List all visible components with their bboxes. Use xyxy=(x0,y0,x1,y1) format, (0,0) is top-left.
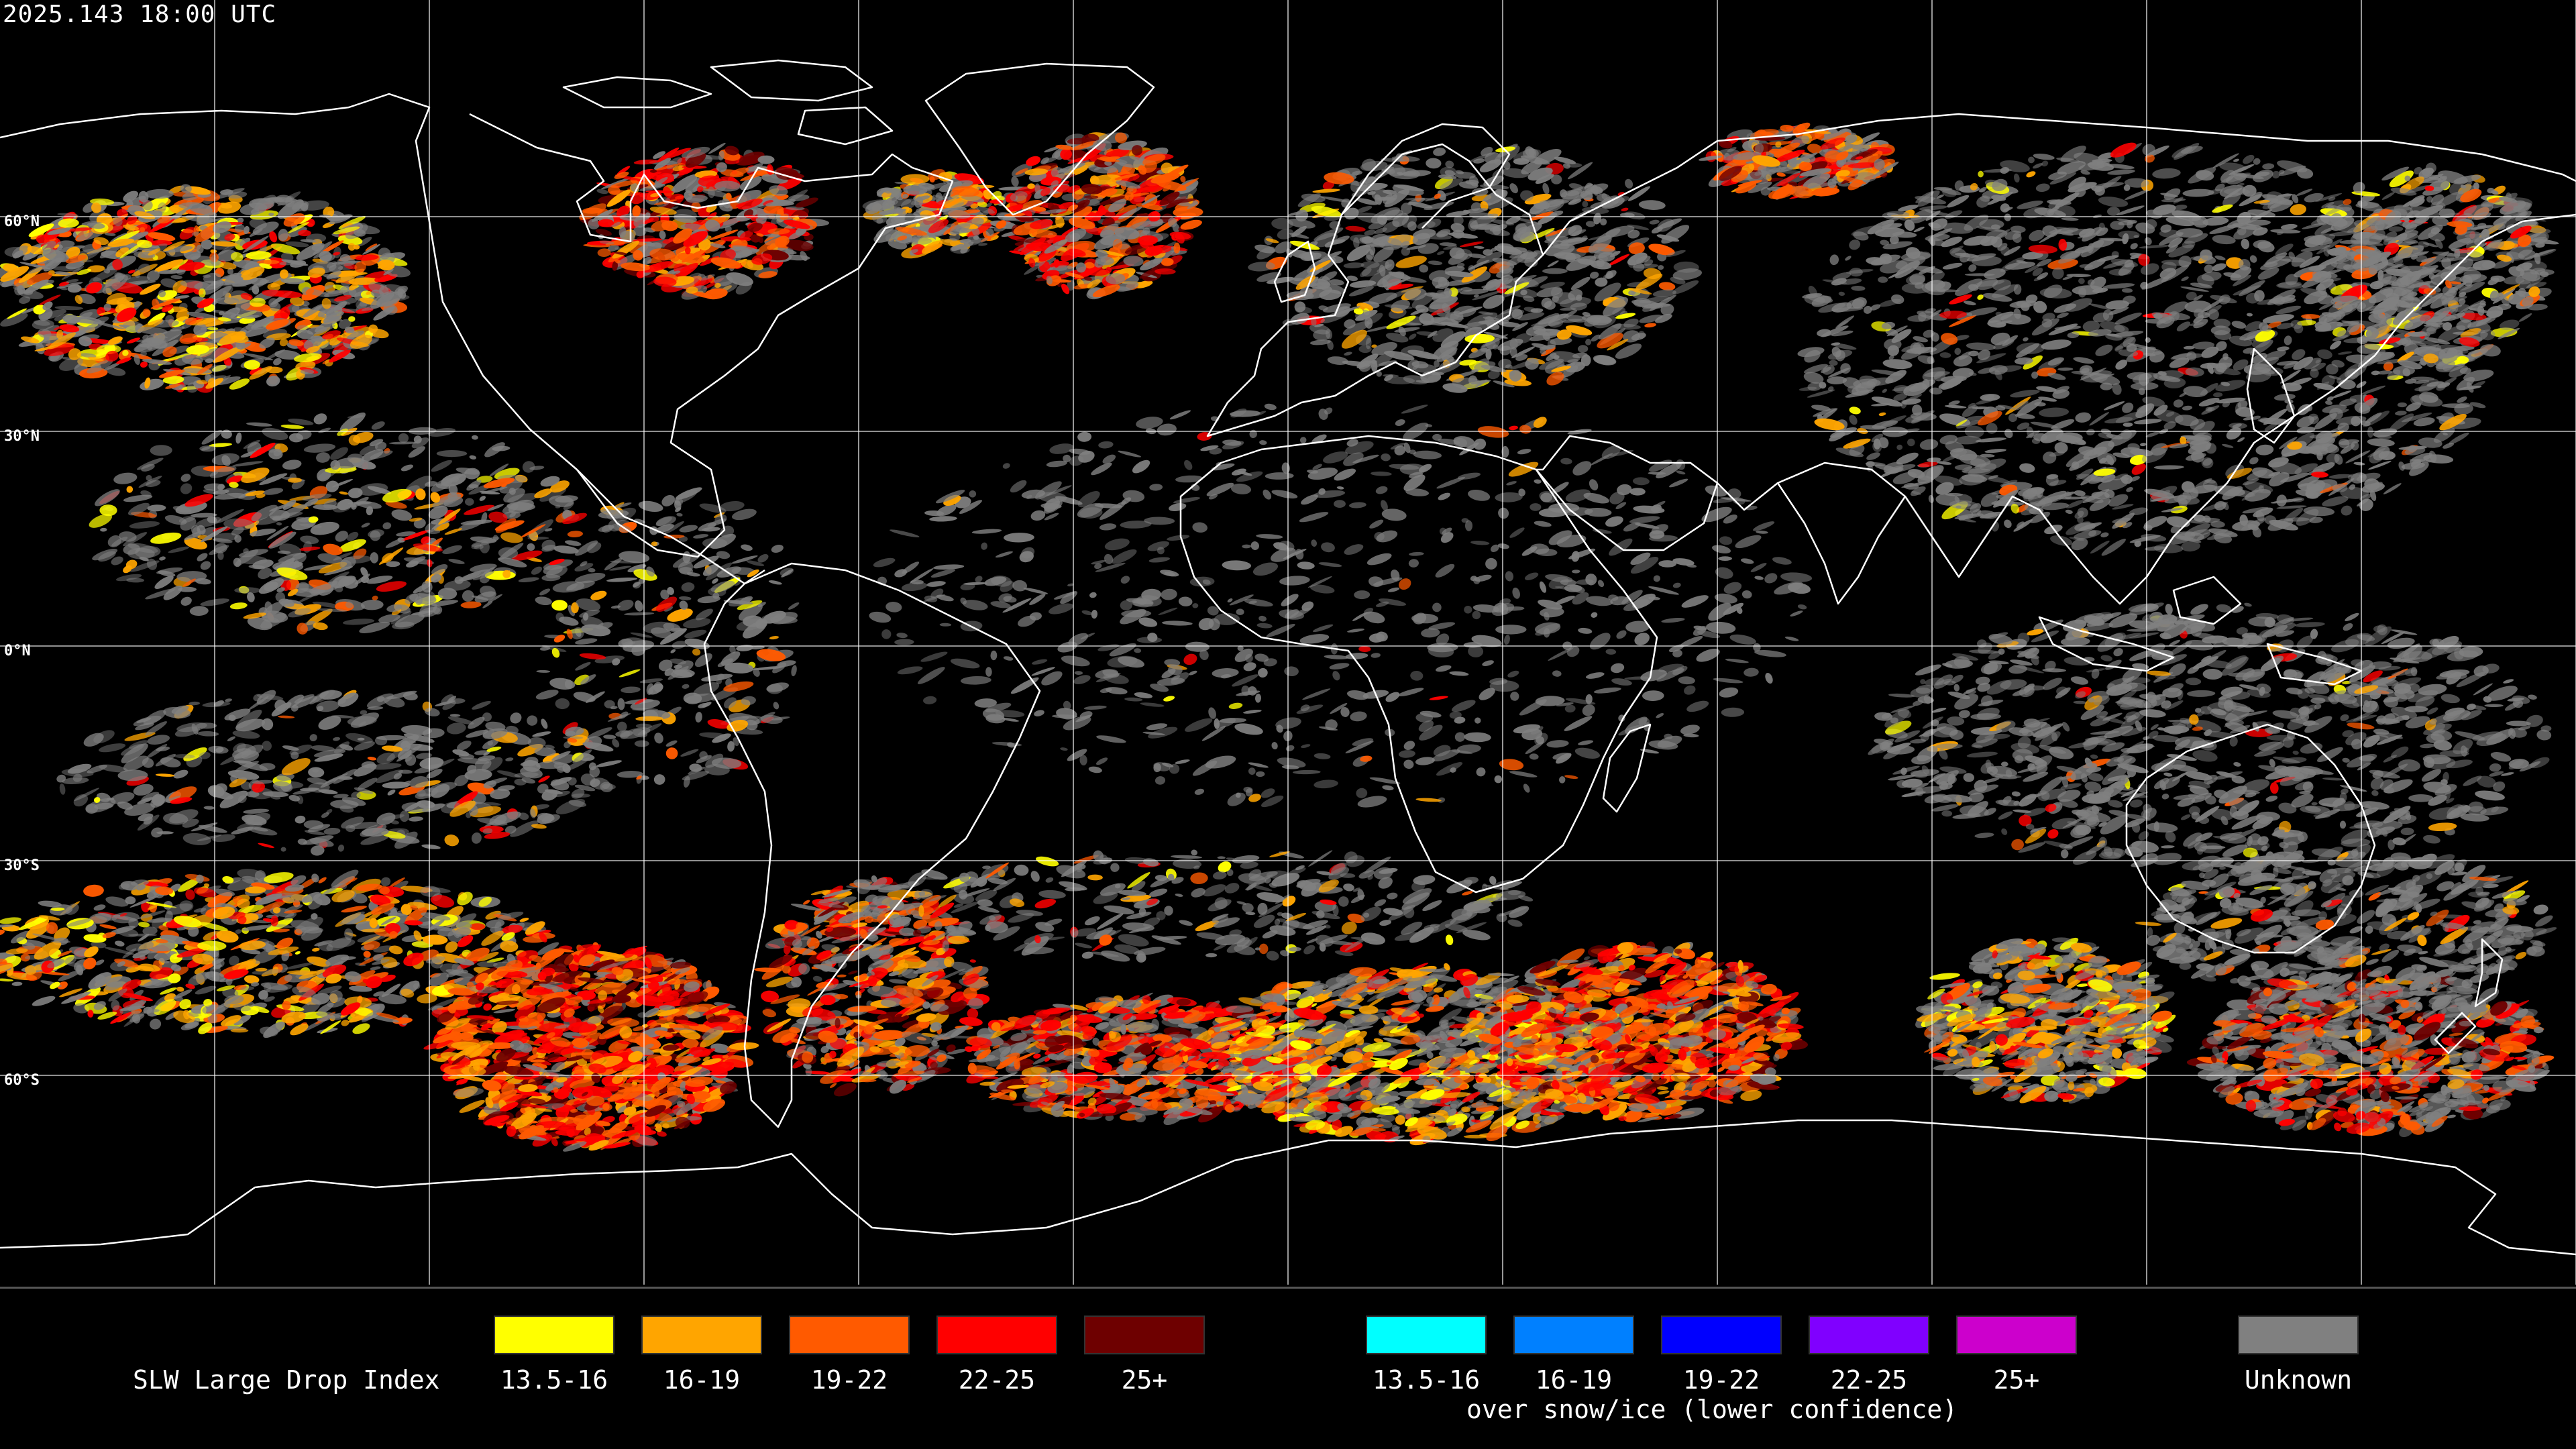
timestamp-label: 2025.143 18:00 UTC xyxy=(3,1,277,28)
coast-africa xyxy=(1179,435,1658,894)
swatch-label: 13.5-16 xyxy=(500,1365,608,1395)
cloud-region xyxy=(998,132,1203,300)
coast-maritime-asia xyxy=(2038,576,2363,686)
swatch-label: Unknown xyxy=(2244,1365,2353,1395)
cloud-region xyxy=(1248,144,1703,393)
world-map xyxy=(0,0,2576,1285)
cloud-region xyxy=(2299,162,2559,372)
swatch-label: 13.5-16 xyxy=(1372,1365,1481,1395)
coast-madagascar xyxy=(1602,723,1652,813)
lat-label-60s: 60°S xyxy=(4,1072,40,1089)
swatch-label: 16-19 xyxy=(1535,1365,1613,1395)
cloud-region xyxy=(1699,122,1899,201)
swatch-label: 25+ xyxy=(1121,1365,1168,1395)
cloud-region xyxy=(0,869,559,1038)
cloud-region xyxy=(423,942,759,1152)
coast-arabia xyxy=(1536,469,1719,551)
swatch-label: 19-22 xyxy=(810,1365,888,1395)
lat-label-30s: 30°S xyxy=(4,857,40,874)
cloud-region xyxy=(535,487,800,788)
coast-north-america xyxy=(0,93,954,558)
cloud-region xyxy=(754,875,990,1097)
coast-new-zealand xyxy=(2434,938,2504,1055)
snow-ice-caption: over snow/ice (lower confidence) xyxy=(1466,1395,1958,1424)
swatch-label: 25+ xyxy=(1993,1365,2040,1395)
swatch-snow-19-22 xyxy=(1661,1316,1782,1354)
coastlines xyxy=(0,59,2576,1256)
cloud-region xyxy=(579,142,830,300)
coast-asia xyxy=(1536,113,2576,605)
lat-label-60n: 60°N xyxy=(4,213,40,230)
coast-australia xyxy=(2125,723,2376,954)
swatch-unknown xyxy=(2238,1316,2359,1354)
swatch-label: 22-25 xyxy=(1830,1365,1908,1395)
swatch-label: 19-22 xyxy=(1682,1365,1760,1395)
world-map-panel: 2025.143 18:00 UTC 60°N 30°N 0°N 30°S 60… xyxy=(0,0,2576,1285)
swatch-snow-13-16 xyxy=(1366,1316,1487,1354)
swatch-snow-16-19 xyxy=(1513,1316,1634,1354)
swatch-liquid-13-16 xyxy=(494,1316,614,1354)
coast-india xyxy=(1776,482,1907,605)
cloud-region xyxy=(1915,937,2176,1104)
lat-label-equator: 0°N xyxy=(4,643,31,659)
cloud-region xyxy=(0,184,411,393)
legend-panel: SLW Large Drop Index 13.5-16 16-19 19-22… xyxy=(0,1287,2576,1449)
swatch-label: 22-25 xyxy=(958,1365,1036,1395)
coast-europe xyxy=(1206,143,1544,437)
coast-arctic-islands xyxy=(562,59,894,146)
coast-japan xyxy=(2246,347,2296,444)
swatch-liquid-25-plus xyxy=(1084,1316,1205,1354)
swatch-snow-22-25 xyxy=(1809,1316,1929,1354)
coast-scandinavia xyxy=(1340,123,1511,229)
cloud-region xyxy=(56,690,616,856)
cloud-field-layer xyxy=(0,122,2559,1152)
cloud-region xyxy=(89,412,588,635)
cloud-region xyxy=(871,849,1534,963)
lat-label-30n: 30°N xyxy=(4,428,40,445)
swatch-liquid-19-22 xyxy=(789,1316,910,1354)
swatch-label: 16-19 xyxy=(663,1365,741,1395)
legend-title: SLW Large Drop Index xyxy=(133,1365,440,1395)
cloud-region xyxy=(2135,847,2557,1003)
swatch-snow-25-plus xyxy=(1956,1316,2077,1354)
coast-south-america xyxy=(703,562,1041,1128)
cloud-region xyxy=(869,403,1813,808)
cloud-region xyxy=(2186,969,2555,1138)
coast-greenland xyxy=(924,62,1155,216)
swatch-liquid-16-19 xyxy=(641,1316,762,1354)
cloud-region xyxy=(1868,602,2552,872)
swatch-liquid-22-25 xyxy=(936,1316,1057,1354)
coast-antarctica xyxy=(0,1119,2576,1256)
lat-lon-grid xyxy=(0,0,2576,1285)
